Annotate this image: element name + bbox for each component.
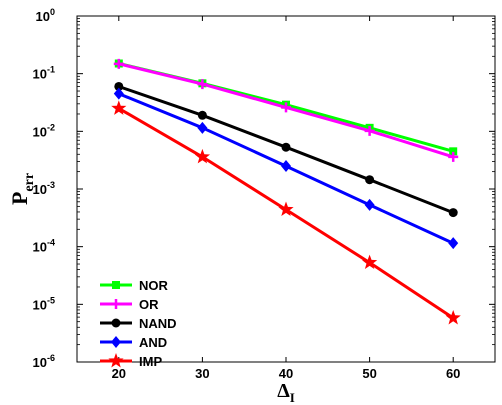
- legend-item: OR: [100, 297, 159, 312]
- y-tick-label: 10-6: [33, 353, 55, 370]
- series-or: [113, 58, 459, 162]
- legend-item: AND: [100, 335, 167, 350]
- data-point-square: [112, 281, 120, 289]
- data-point-diamond: [113, 87, 124, 100]
- series-group: [111, 58, 461, 325]
- legend-label: NAND: [139, 316, 177, 331]
- data-point-diamond: [364, 198, 375, 211]
- data-point-plus: [197, 79, 208, 90]
- data-point-star: [278, 201, 294, 217]
- y-tick-label: 10-1: [33, 65, 55, 82]
- x-tick-label: 30: [195, 366, 209, 381]
- series-imp: [111, 100, 461, 325]
- data-point-star: [194, 148, 211, 164]
- y-tick-label: 10-5: [33, 295, 55, 312]
- axis-ticks: 20 30 40 50 60 100 10-1 10-2 10-3 10-4 10-5 10-6: [33, 7, 495, 381]
- data-point-plus: [111, 299, 121, 309]
- x-tick-label: 20: [112, 366, 126, 381]
- data-point-star: [445, 309, 461, 325]
- series-and: [113, 87, 459, 250]
- legend: NOR OR NAND AND IMP: [100, 278, 177, 369]
- x-axis-label: ΔI: [277, 380, 295, 405]
- data-point-circle: [448, 208, 458, 218]
- legend-label: AND: [139, 335, 167, 350]
- data-point-square: [449, 147, 458, 156]
- data-point-plus: [113, 58, 124, 69]
- data-point-circle: [281, 142, 291, 152]
- data-point-circle: [365, 175, 375, 185]
- data-point-plus: [448, 151, 459, 162]
- y-tick-label: 10-2: [33, 122, 55, 139]
- legend-label: OR: [139, 297, 159, 312]
- y-tick-label: 10-3: [33, 180, 55, 197]
- legend-item: IMP: [100, 353, 162, 369]
- legend-label: IMP: [139, 354, 162, 369]
- data-point-circle: [111, 318, 121, 328]
- data-point-diamond: [197, 121, 208, 134]
- data-point-star: [111, 100, 127, 115]
- data-point-diamond: [281, 160, 291, 173]
- legend-item: NOR: [100, 278, 169, 293]
- data-point-circle: [197, 110, 207, 120]
- x-tick-label: 50: [362, 366, 376, 381]
- y-tick-label: 10-4: [33, 238, 55, 255]
- y-tick-label: 100: [36, 7, 55, 24]
- y-axis-label: Perr: [7, 173, 37, 205]
- data-point-star: [108, 353, 124, 368]
- x-tick-label: 40: [279, 366, 293, 381]
- data-point-plus: [281, 102, 291, 113]
- legend-label: NOR: [139, 278, 169, 293]
- series-nand: [114, 81, 458, 218]
- plot-frame: [76, 15, 496, 363]
- legend-item: NAND: [100, 316, 177, 331]
- data-point-diamond: [111, 336, 121, 348]
- data-point-diamond: [448, 237, 459, 250]
- data-point-plus: [364, 125, 375, 136]
- data-point-star: [361, 254, 378, 270]
- data-point-circle: [114, 81, 124, 91]
- x-tick-label: 60: [446, 366, 460, 381]
